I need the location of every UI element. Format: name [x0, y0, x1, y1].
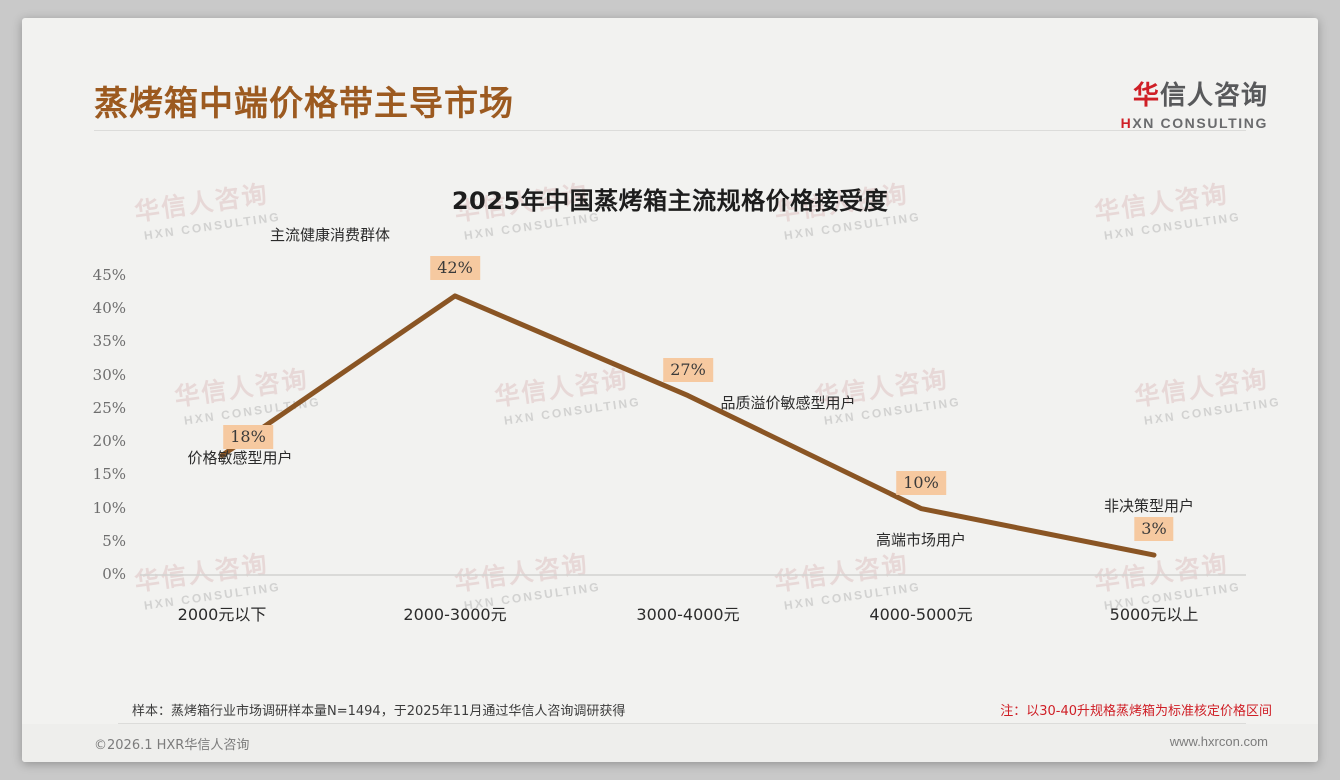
bottom-bar: [22, 724, 1318, 762]
y-axis-tick-label: 15%: [92, 465, 126, 484]
slide: 华信人咨询 HXN CONSULTING 华信人咨询 HXN CONSULTING 华信…: [22, 18, 1318, 762]
chart-canvas: [140, 293, 1246, 576]
data-point-annotation: 品质溢价敏感型用户: [720, 393, 856, 412]
x-axis-tick-label: 5000元以上: [1109, 605, 1199, 624]
logo-cn-accent: 华: [1132, 81, 1160, 111]
sample-note: 样本：蒸烤箱行业市场调研样本量N=1494，于2025年11月通过华信人咨询调研…: [132, 704, 626, 719]
data-point-label: 42%: [430, 255, 480, 280]
x-axis-tick-label: 2000元以下: [177, 605, 267, 624]
data-point-annotation: 高端市场用户: [875, 530, 967, 549]
data-point-label: 10%: [896, 470, 946, 495]
data-point-label: 3%: [1134, 517, 1174, 542]
y-axis-tick-label: 45%: [92, 266, 126, 284]
chart-title: 2025年中国蒸烤箱主流规格价格接受度: [451, 187, 889, 215]
x-axis-tick-label: 2000-3000元: [403, 605, 507, 624]
y-axis-tick-label: 5%: [102, 531, 126, 550]
x-axis-tick-label: 3000-4000元: [636, 605, 740, 624]
logo-en-accent: H: [1120, 115, 1133, 131]
y-axis-tick-label: 35%: [92, 332, 126, 351]
y-axis-tick-label: 20%: [92, 432, 126, 451]
data-point-annotation: 价格敏感型用户: [187, 449, 293, 468]
company-logo: 华信人咨询 HXN CONSULTING: [1121, 75, 1268, 131]
logo-cn-rest: 信人咨询: [1159, 81, 1268, 111]
data-point-annotation: 非决策型用户: [1103, 497, 1195, 516]
header-divider: [94, 130, 1246, 131]
y-axis-tick-label: 30%: [92, 365, 126, 384]
logo-chinese: 华信人咨询: [1121, 75, 1268, 112]
page-title: 蒸烤箱中端价格带主导市场: [94, 84, 514, 124]
copyright-text: ©2026.1 HXR华信人咨询: [94, 738, 250, 753]
y-axis-tick-label: 0%: [102, 565, 126, 583]
data-point-label: 18%: [223, 425, 273, 450]
website-url: www.hxrcon.com: [1169, 734, 1268, 749]
x-axis-tick-label: 4000-5000元: [869, 605, 973, 624]
data-point-label: 27%: [663, 357, 713, 382]
spec-note: 注：以30-40升规格蒸烤箱为标准核定价格区间: [1000, 704, 1272, 719]
footer-divider: [118, 723, 1246, 724]
y-axis-tick-label: 25%: [92, 398, 126, 417]
line-chart: 0% 5% 10% 15% 20% 25% 30% 35% 40% 45% 2000元以下 2000-…: [22, 18, 1318, 762]
data-series-line: [219, 293, 1157, 558]
slide-header: 蒸烤箱中端价格带主导市场 华信人咨询 HXN CONSULTING: [22, 18, 1318, 131]
y-axis-tick-label: 10%: [92, 498, 126, 517]
data-point-annotation: 主流健康消费群体: [269, 225, 391, 244]
logo-en-rest: XN CONSULTING: [1132, 115, 1268, 131]
y-axis-tick-label: 40%: [92, 299, 126, 318]
logo-english: HXN CONSULTING: [1121, 115, 1268, 131]
